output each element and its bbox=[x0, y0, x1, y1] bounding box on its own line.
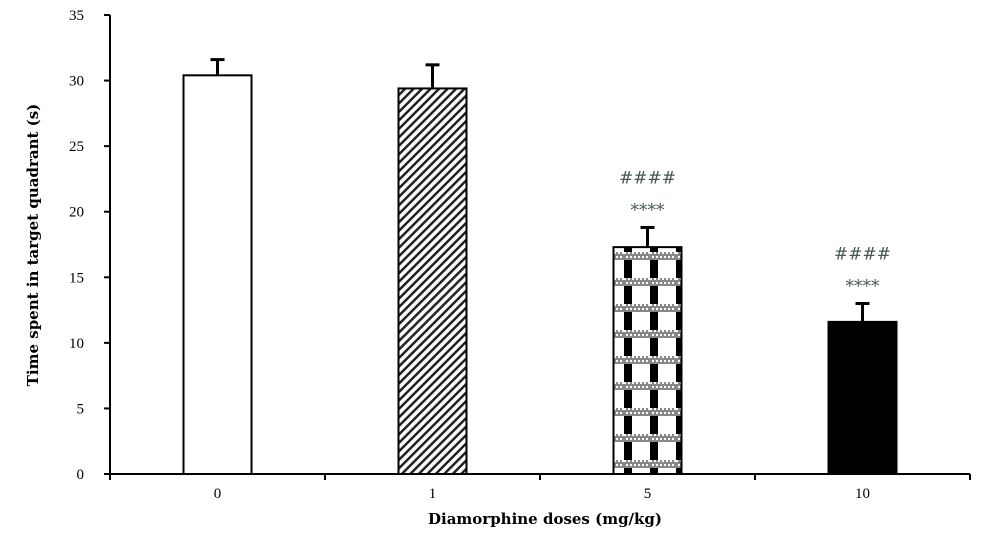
x-tick-label: 5 bbox=[644, 486, 652, 502]
y-tick-label: 15 bbox=[69, 270, 84, 286]
x-tick-label: 10 bbox=[855, 486, 870, 502]
bar-10 bbox=[827, 320, 898, 476]
x-tick-label: 0 bbox=[214, 486, 222, 502]
bar-0 bbox=[182, 74, 253, 475]
bar-1 bbox=[397, 87, 468, 475]
x-axis-label: Diamorphine doses (mg/kg) bbox=[428, 510, 662, 528]
y-tick-label: 0 bbox=[77, 467, 85, 483]
bar-5 bbox=[612, 246, 683, 475]
y-tick-label: 20 bbox=[69, 205, 84, 221]
y-tick-label: 10 bbox=[69, 336, 84, 352]
significance-hash: #### bbox=[619, 168, 676, 188]
y-tick-label: 25 bbox=[69, 139, 84, 155]
y-axis-label: Time spent in target quadrant (s) bbox=[24, 104, 42, 387]
y-tick-label: 5 bbox=[77, 401, 85, 417]
y-tick-label: 35 bbox=[69, 8, 84, 24]
significance-stars: **** bbox=[631, 200, 666, 220]
significance-hash: #### bbox=[834, 245, 891, 265]
x-tick-label: 1 bbox=[429, 486, 437, 502]
significance-stars: **** bbox=[846, 277, 881, 297]
y-tick-label: 30 bbox=[69, 74, 84, 90]
